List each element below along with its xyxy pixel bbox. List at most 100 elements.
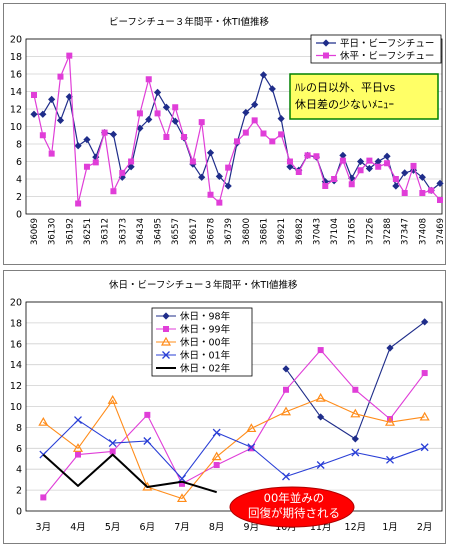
chart-panel-bottom: 0 2 4 6 8 10 12 14 16 18 20 休日・ビーフシチュー３年間平・休TI値推移 3月… bbox=[3, 270, 446, 544]
data-point bbox=[207, 191, 214, 198]
x-tick-label: 37288 bbox=[383, 218, 393, 245]
data-point bbox=[348, 181, 355, 188]
data-point bbox=[30, 110, 38, 118]
data-point bbox=[109, 130, 118, 138]
x-tick-label: 37347 bbox=[401, 218, 411, 245]
x-tick-label: 7月 bbox=[174, 522, 190, 533]
data-point bbox=[352, 386, 359, 393]
legend-marker bbox=[162, 351, 170, 359]
data-point bbox=[108, 439, 117, 448]
legend-marker bbox=[163, 326, 169, 332]
data-point bbox=[392, 182, 400, 190]
x-tick-label: 36678 bbox=[207, 218, 217, 245]
annotation-text: 00年並みの回復が期待される bbox=[248, 491, 340, 520]
x-tick-label: 37469 bbox=[436, 218, 446, 245]
data-point bbox=[282, 472, 290, 481]
data-point bbox=[246, 423, 257, 433]
data-point bbox=[107, 395, 118, 404]
data-point bbox=[401, 190, 408, 196]
x-tick-label: 37165 bbox=[348, 218, 358, 245]
data-point bbox=[260, 130, 267, 137]
y-tick-label: 14 bbox=[10, 87, 22, 98]
data-point bbox=[57, 73, 64, 80]
data-point bbox=[418, 173, 426, 181]
x-tick-label: 2月 bbox=[417, 522, 433, 533]
legend-label: 休平・ビーフシチュー bbox=[340, 50, 434, 62]
y-tick-label: 8 bbox=[16, 423, 22, 434]
data-point bbox=[162, 103, 170, 111]
x-tick-label: 36739 bbox=[224, 218, 234, 245]
data-point bbox=[374, 157, 382, 166]
data-point bbox=[280, 406, 292, 416]
data-point bbox=[419, 190, 426, 196]
data-point bbox=[383, 152, 391, 160]
data-point bbox=[420, 443, 429, 452]
legend-label: 休日・98年 bbox=[180, 311, 231, 323]
x-tick-label: 36921 bbox=[277, 218, 287, 245]
data-point bbox=[259, 71, 268, 79]
data-point bbox=[317, 347, 324, 354]
data-point bbox=[39, 132, 46, 139]
data-point bbox=[384, 416, 396, 426]
x-tick-label: 36312 bbox=[101, 218, 111, 245]
data-point bbox=[242, 129, 249, 136]
data-point bbox=[317, 413, 325, 421]
data-point bbox=[247, 443, 256, 452]
x-tick-label: 36982 bbox=[295, 218, 305, 245]
y-tick-label: 0 bbox=[16, 507, 22, 518]
data-point bbox=[428, 187, 435, 194]
data-point bbox=[128, 158, 135, 165]
legend-label: 休日・02年 bbox=[180, 363, 231, 375]
data-point bbox=[242, 108, 250, 117]
data-point bbox=[109, 448, 116, 455]
data-point bbox=[216, 199, 223, 206]
data-point bbox=[206, 149, 215, 157]
data-point bbox=[268, 85, 276, 93]
legend-label: 休日・99年 bbox=[180, 324, 231, 336]
legend-marker bbox=[160, 336, 172, 346]
x-tick-label: 36373 bbox=[118, 218, 128, 245]
data-point bbox=[234, 138, 240, 145]
x-tick-label: 36251 bbox=[83, 218, 93, 245]
x-tick-label: 36434 bbox=[136, 218, 146, 245]
data-point bbox=[163, 134, 170, 140]
data-point bbox=[304, 152, 311, 159]
data-point bbox=[211, 451, 222, 461]
data-point bbox=[83, 163, 90, 170]
chart-top-svg: 0 2 4 6 8 10 12 14 16 18 20 ビーフシチュー３年間平・休TI値推移 36069… bbox=[10, 16, 446, 245]
y-tick-label: 2 bbox=[16, 192, 22, 203]
y-tick-label: 6 bbox=[16, 444, 22, 455]
data-point bbox=[136, 110, 143, 117]
data-point bbox=[251, 117, 258, 124]
data-point bbox=[83, 136, 91, 144]
legend-marker bbox=[322, 39, 330, 47]
legend-box bbox=[310, 34, 442, 64]
data-point bbox=[313, 153, 320, 160]
data-point bbox=[171, 117, 179, 125]
y-tick-label: 8 bbox=[16, 140, 22, 151]
data-point bbox=[145, 76, 152, 83]
series-line-3 bbox=[42, 397, 425, 500]
y-tick-label: 20 bbox=[10, 298, 22, 309]
data-point bbox=[248, 445, 255, 452]
data-point bbox=[286, 163, 294, 171]
data-point bbox=[101, 129, 108, 136]
data-point bbox=[316, 461, 325, 469]
x-tick-label: 4月 bbox=[70, 522, 86, 533]
series-line-4 bbox=[42, 419, 425, 480]
data-point bbox=[351, 435, 359, 443]
data-point bbox=[92, 159, 99, 166]
series-line-5 bbox=[42, 453, 217, 494]
chart-title: ビーフシチュー３年間平・休TI値推移 bbox=[109, 16, 270, 28]
legend-label: 平日・ビーフシチュー bbox=[340, 39, 434, 50]
data-point bbox=[366, 157, 373, 164]
data-point bbox=[392, 176, 399, 182]
x-tick-label: 36495 bbox=[154, 218, 164, 245]
annotation-ellipse bbox=[229, 486, 355, 528]
x-tick-label: 6月 bbox=[140, 522, 156, 533]
data-point bbox=[286, 158, 293, 165]
x-tick-label: 36192 bbox=[65, 218, 75, 245]
x-tick-label: 5月 bbox=[105, 522, 121, 533]
data-point bbox=[386, 455, 394, 464]
